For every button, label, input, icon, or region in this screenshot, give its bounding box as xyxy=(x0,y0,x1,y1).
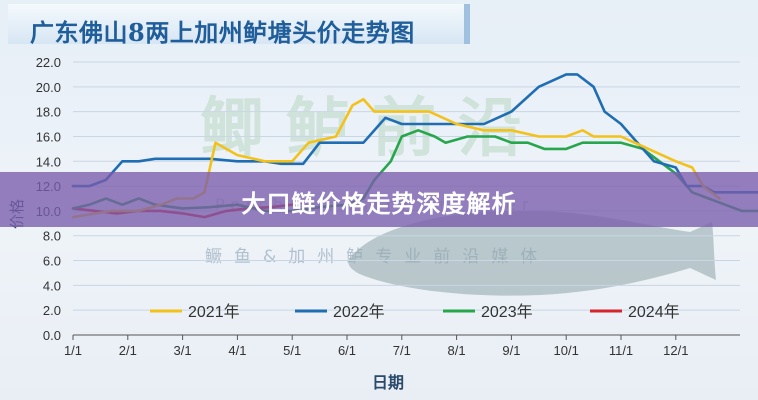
x-tick-label: 12/1 xyxy=(663,343,688,358)
x-axis-ticks: 1/1 2/1 3/1 4/1 5/1 6/1 7/1 8/1 9/1 10/1 11/1 12/1 xyxy=(64,335,688,358)
legend-label: 2023年 xyxy=(481,303,533,321)
y-tick-label: 16.0 xyxy=(36,129,61,144)
x-tick-label: 10/1 xyxy=(554,343,579,358)
y-tick-label: 18.0 xyxy=(36,105,61,120)
x-tick-label: 1/1 xyxy=(64,343,82,358)
x-tick-label: 11/1 xyxy=(609,343,633,358)
x-tick-label: 9/1 xyxy=(502,343,520,358)
x-tick-label: 3/1 xyxy=(174,343,192,358)
fish-image xyxy=(348,210,716,296)
x-tick-label: 6/1 xyxy=(338,343,356,358)
x-tick-label: 8/1 xyxy=(448,343,466,358)
x-tick-label: 2/1 xyxy=(119,343,137,358)
y-tick-label: 6.0 xyxy=(43,254,61,269)
chart-title: 广东佛山8两上加州鲈塘头价走势图 xyxy=(30,18,415,47)
overlay-banner xyxy=(0,172,758,227)
title-bar: 广东佛山8两上加州鲈塘头价走势图 xyxy=(8,4,470,47)
x-tick-label: 4/1 xyxy=(228,343,246,358)
y-tick-label: 22.0 xyxy=(36,55,61,70)
legend-label: 2024年 xyxy=(628,303,680,321)
y-tick-label: 0.0 xyxy=(43,328,61,343)
y-tick-label: 4.0 xyxy=(43,278,61,293)
x-tick-label: 7/1 xyxy=(393,343,411,358)
x-tick-label: 5/1 xyxy=(283,343,301,358)
legend-label: 2022年 xyxy=(333,303,385,321)
x-axis-label: 日期 xyxy=(372,373,404,392)
legend-label: 2021年 xyxy=(188,303,240,321)
legend: 2021年 2022年 2023年 2024年 xyxy=(150,303,680,321)
y-tick-label: 14.0 xyxy=(36,154,61,169)
banner-title: 大口鲢价格走势深度解析 xyxy=(241,190,517,218)
y-tick-label: 8.0 xyxy=(43,229,61,244)
y-tick-label: 20.0 xyxy=(36,80,61,95)
watermark-brand: 鲫鲈前沿 xyxy=(200,92,544,166)
y-tick-label: 2.0 xyxy=(43,303,61,318)
